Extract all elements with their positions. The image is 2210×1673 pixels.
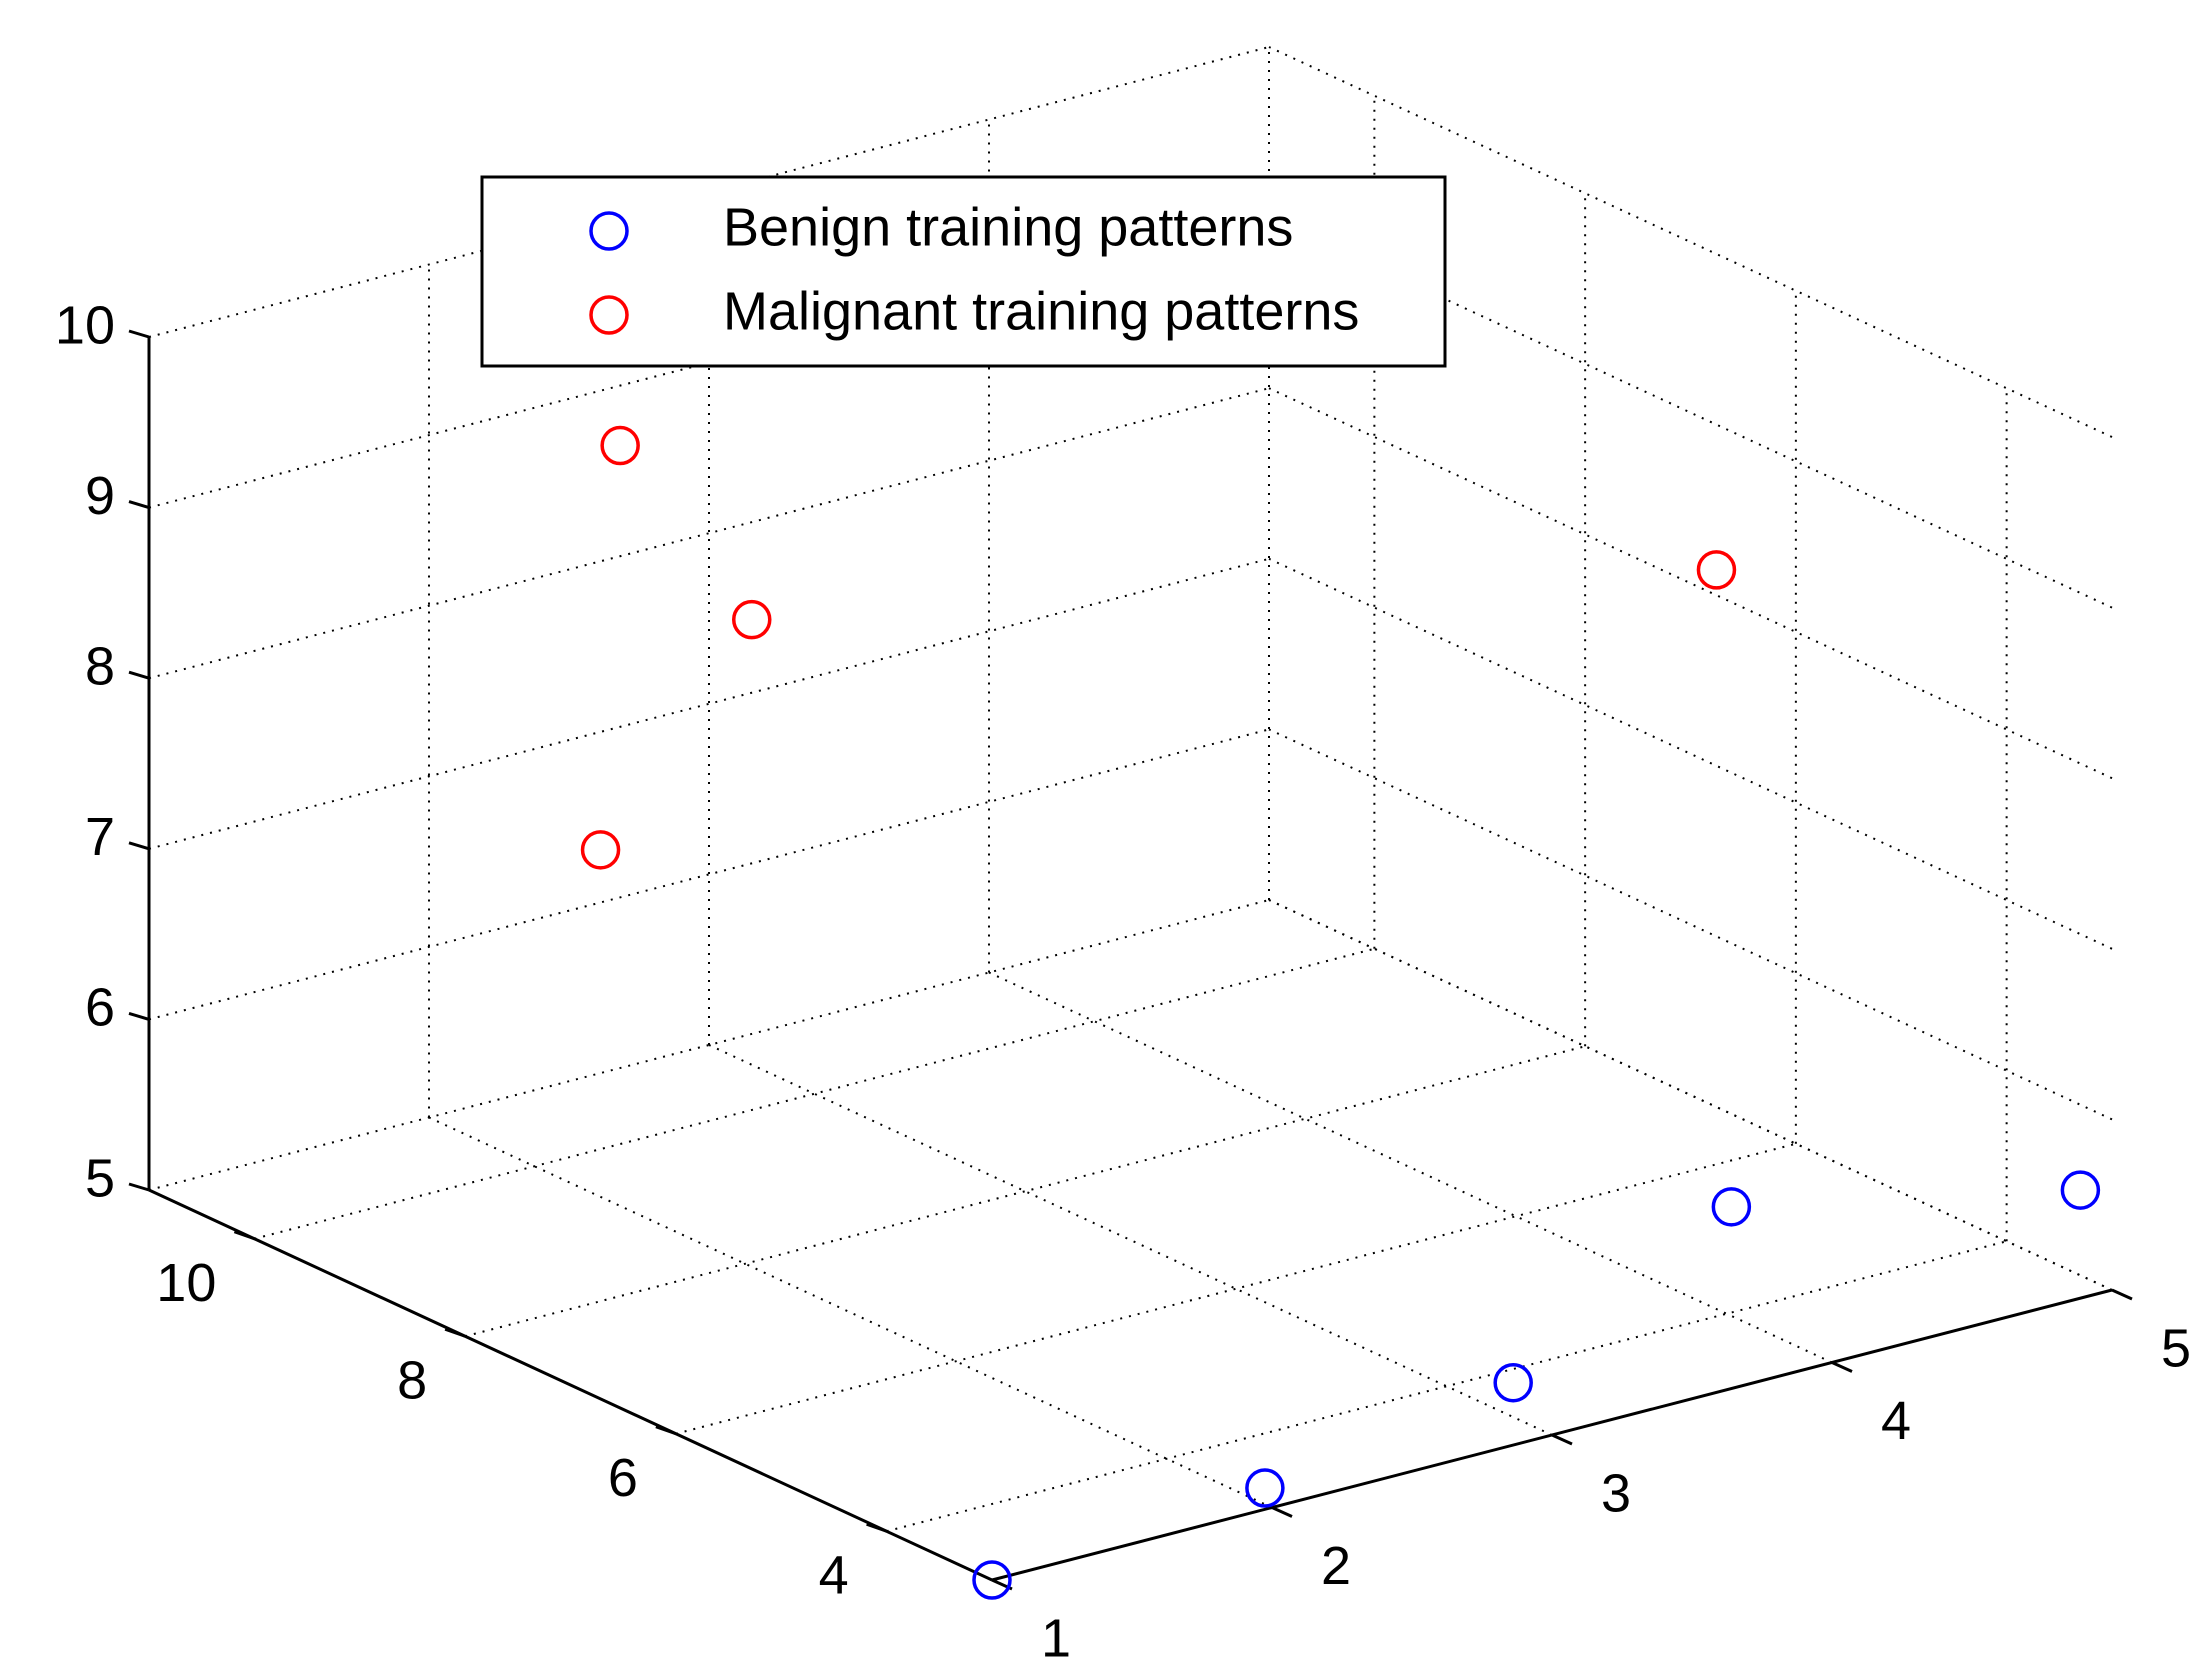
y-tick xyxy=(444,1327,466,1338)
grid-line xyxy=(886,1240,2007,1533)
legend-label: Malignant training patterns xyxy=(723,281,1359,341)
legend-marker xyxy=(589,211,629,251)
grid-line xyxy=(148,899,1270,1191)
z-tick xyxy=(128,670,150,680)
x-tick xyxy=(1271,1506,1293,1518)
grid-line xyxy=(1268,387,2113,780)
grid-line xyxy=(1268,557,2113,950)
grid-line xyxy=(428,1116,1273,1509)
grid-line xyxy=(675,1142,1797,1435)
legend-label: Benign training patterns xyxy=(723,197,1293,257)
grid-line xyxy=(988,971,1833,1364)
grid-line xyxy=(254,947,1375,1240)
y-tick xyxy=(866,1522,888,1533)
grid-line xyxy=(148,557,1270,850)
grid-line xyxy=(464,1045,1586,1338)
x-tick xyxy=(1551,1433,1573,1446)
y-tick xyxy=(233,1230,255,1241)
y-tick-label: 8 xyxy=(397,1351,427,1411)
z-tick-label: 5 xyxy=(85,1148,115,1208)
y-tick-label: 6 xyxy=(608,1448,638,1508)
point xyxy=(2060,1170,2101,1210)
grid-line xyxy=(1268,46,2113,438)
grid-line xyxy=(708,1044,1553,1436)
y-tick xyxy=(655,1425,677,1436)
point xyxy=(1696,550,1737,590)
z-tick-label: 8 xyxy=(85,636,115,696)
x-tick-label: 1 xyxy=(1041,1608,1071,1668)
y-axis xyxy=(148,1188,993,1582)
point xyxy=(732,599,772,640)
point xyxy=(600,425,640,466)
legend-marker xyxy=(589,295,629,335)
y-tick-label: 4 xyxy=(819,1546,849,1606)
grid-line xyxy=(148,728,1270,1021)
z-tick xyxy=(128,329,150,339)
legend-box xyxy=(480,175,1447,368)
point xyxy=(1493,1362,1533,1403)
z-tick-label: 10 xyxy=(55,295,115,355)
x-tick-label: 4 xyxy=(1881,1391,1911,1451)
x-tick-label: 2 xyxy=(1321,1536,1351,1596)
x-tick-label: 5 xyxy=(2161,1318,2191,1378)
z-tick-label: 9 xyxy=(85,466,115,526)
legend: Benign training patterns Malignant traini… xyxy=(480,175,1447,368)
grid-line xyxy=(1268,899,2113,1291)
axes: 1 2 3 4 5 4 6 8 10 5 6 7 8 9 10 xyxy=(55,295,2191,1668)
z-tick xyxy=(128,1011,150,1021)
z-tick xyxy=(128,1182,150,1192)
grid-line xyxy=(148,387,1270,680)
x-tick xyxy=(2111,1288,2133,1301)
z-tick xyxy=(128,500,150,510)
points xyxy=(580,425,2101,1600)
x-tick xyxy=(1831,1361,1853,1373)
z-tick-label: 7 xyxy=(85,807,115,867)
point xyxy=(1711,1187,1752,1227)
z-tick-label: 6 xyxy=(85,978,115,1038)
x-tick-label: 3 xyxy=(1601,1463,1631,1523)
y-tick-label: 10 xyxy=(156,1253,216,1313)
grid-line xyxy=(148,46,1270,338)
z-tick xyxy=(128,841,150,851)
point xyxy=(580,830,621,870)
point xyxy=(1245,1468,1285,1508)
point xyxy=(972,1560,1012,1600)
grid-line xyxy=(1268,728,2113,1121)
